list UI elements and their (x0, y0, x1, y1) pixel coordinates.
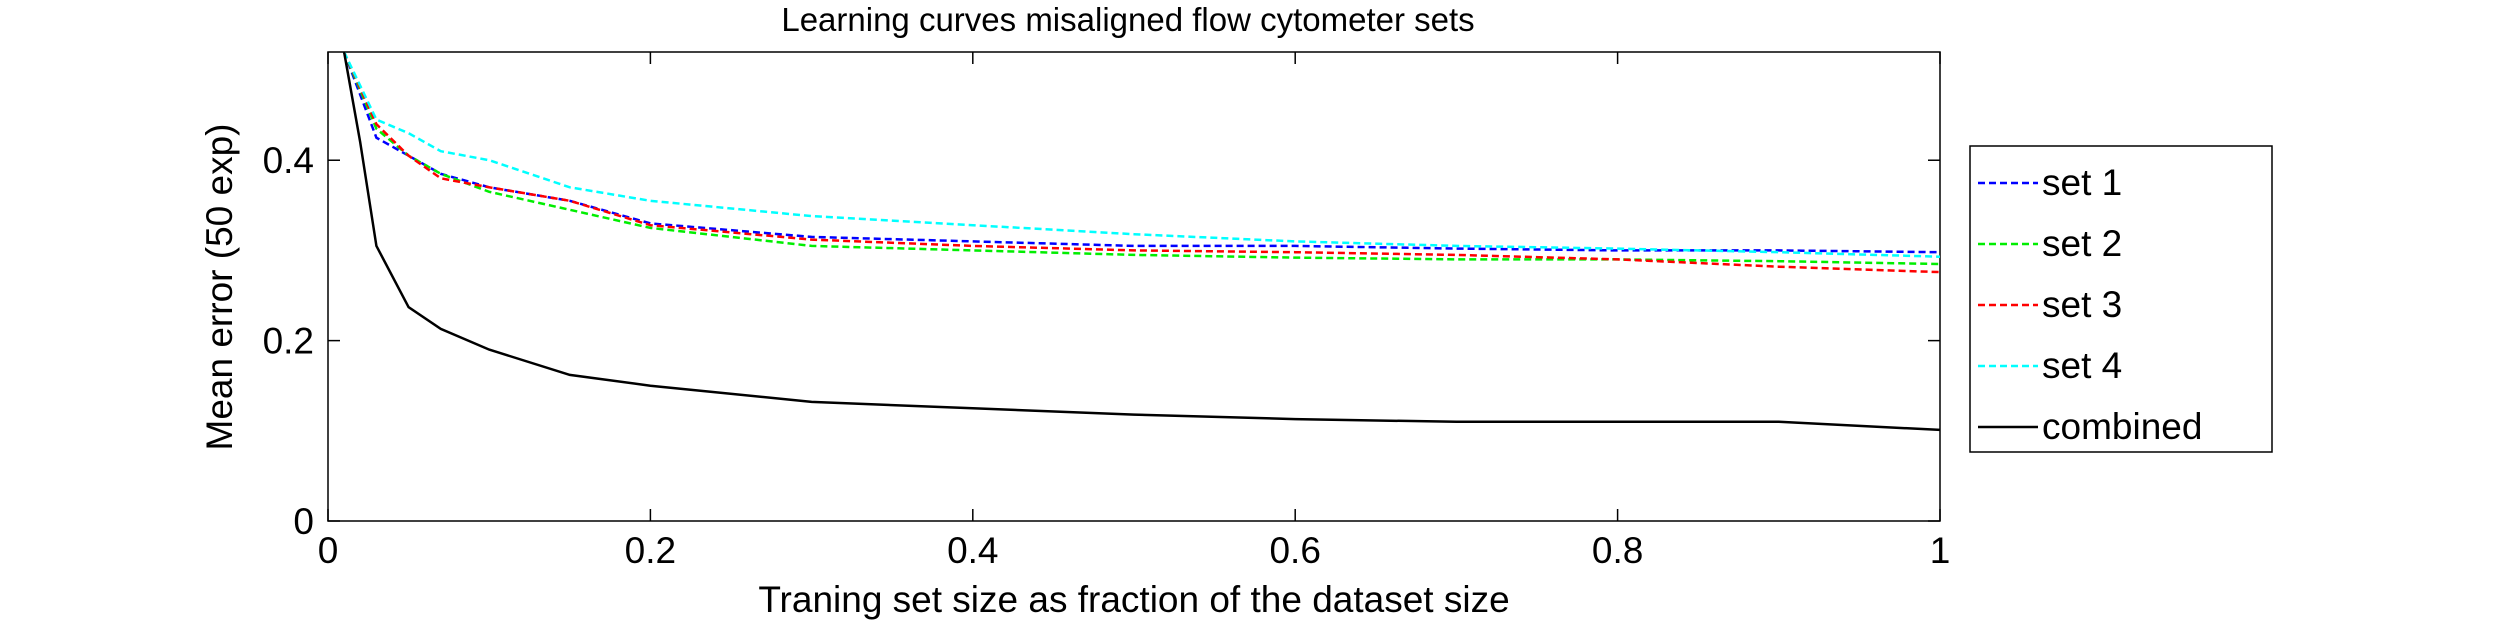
series-line-set-4 (342, 52, 1940, 258)
series-line-set-3 (342, 52, 1940, 274)
x-ticks: 0 0.2 0.4 0.6 0.8 1 (318, 52, 1951, 571)
legend-label-set-4: set 4 (2042, 345, 2122, 386)
y-ticks: 0 0.2 0.4 (263, 140, 1940, 542)
series-line-set-1 (342, 52, 1940, 254)
y-tick-label: 0.4 (263, 140, 314, 181)
x-axis-label: Traning set size as fraction of the data… (758, 579, 1509, 620)
legend: set 1 set 2 set 3 set 4 combined (1978, 162, 2202, 447)
x-tick-label: 0.8 (1592, 530, 1643, 571)
x-tick-label: 1 (1930, 530, 1951, 571)
y-tick-label: 0 (293, 501, 314, 542)
x-tick-label: 0.2 (625, 530, 676, 571)
legend-label-set-3: set 3 (2042, 284, 2122, 325)
y-tick-label: 0.2 (263, 321, 314, 362)
legend-label-combined: combined (2042, 406, 2202, 447)
series-layer (342, 52, 1940, 432)
x-tick-label: 0.6 (1269, 530, 1320, 571)
x-tick-label: 0 (318, 530, 339, 571)
plot-area (327, 51, 1941, 522)
y-axis-label: Mean error (50 exp) (199, 124, 240, 451)
chart-title: Learning curves misaligned flow cytomete… (781, 1, 1474, 38)
legend-box (1969, 145, 2273, 453)
legend-label-set-2: set 2 (2042, 223, 2122, 264)
series-line-combined (342, 52, 1940, 432)
x-tick-label: 0.4 (947, 530, 998, 571)
legend-label-set-1: set 1 (2042, 162, 2122, 203)
